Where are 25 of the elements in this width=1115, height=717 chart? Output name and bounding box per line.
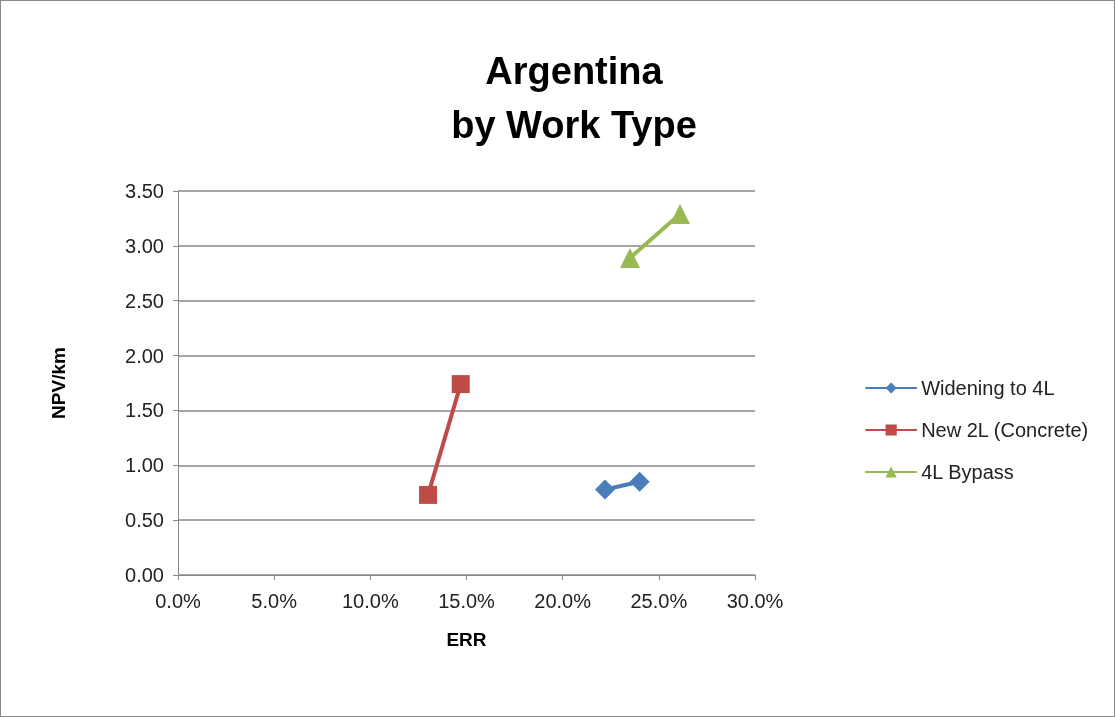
legend-label: New 2L (Concrete) <box>921 419 1089 441</box>
x-tick-label: 0.0% <box>155 590 202 612</box>
y-tick-label: 0.50 <box>125 509 164 532</box>
x-tick-label: 30.0% <box>726 590 784 612</box>
y-tick-label: 2.00 <box>125 344 164 367</box>
y-tick-label: 3.00 <box>125 234 164 257</box>
point <box>594 479 615 500</box>
legend-label: Widening to 4L <box>921 377 1055 399</box>
point <box>629 471 650 492</box>
chart-title: Argentina by Work Type <box>451 50 697 146</box>
legend-label: 4L Bypass <box>921 461 1014 483</box>
y-tick-label: 1.00 <box>125 454 164 477</box>
y-tick-label: 3.50 <box>125 180 164 202</box>
y-tick-label: 0.00 <box>125 564 164 586</box>
x-tick-label: 10.0% <box>341 590 399 612</box>
point <box>419 485 438 504</box>
x-axis-title: ERR <box>446 629 487 650</box>
point <box>451 375 470 394</box>
y-tick-label: 2.50 <box>125 289 164 312</box>
y-tick-label: 1.50 <box>125 399 164 422</box>
y-axis-title: NPV/km <box>48 347 69 419</box>
x-tick-label: 25.0% <box>630 590 688 612</box>
x-tick-label: 5.0% <box>251 590 298 612</box>
x-tick-label: 15.0% <box>438 590 496 612</box>
x-tick-label: 20.0% <box>534 590 592 612</box>
